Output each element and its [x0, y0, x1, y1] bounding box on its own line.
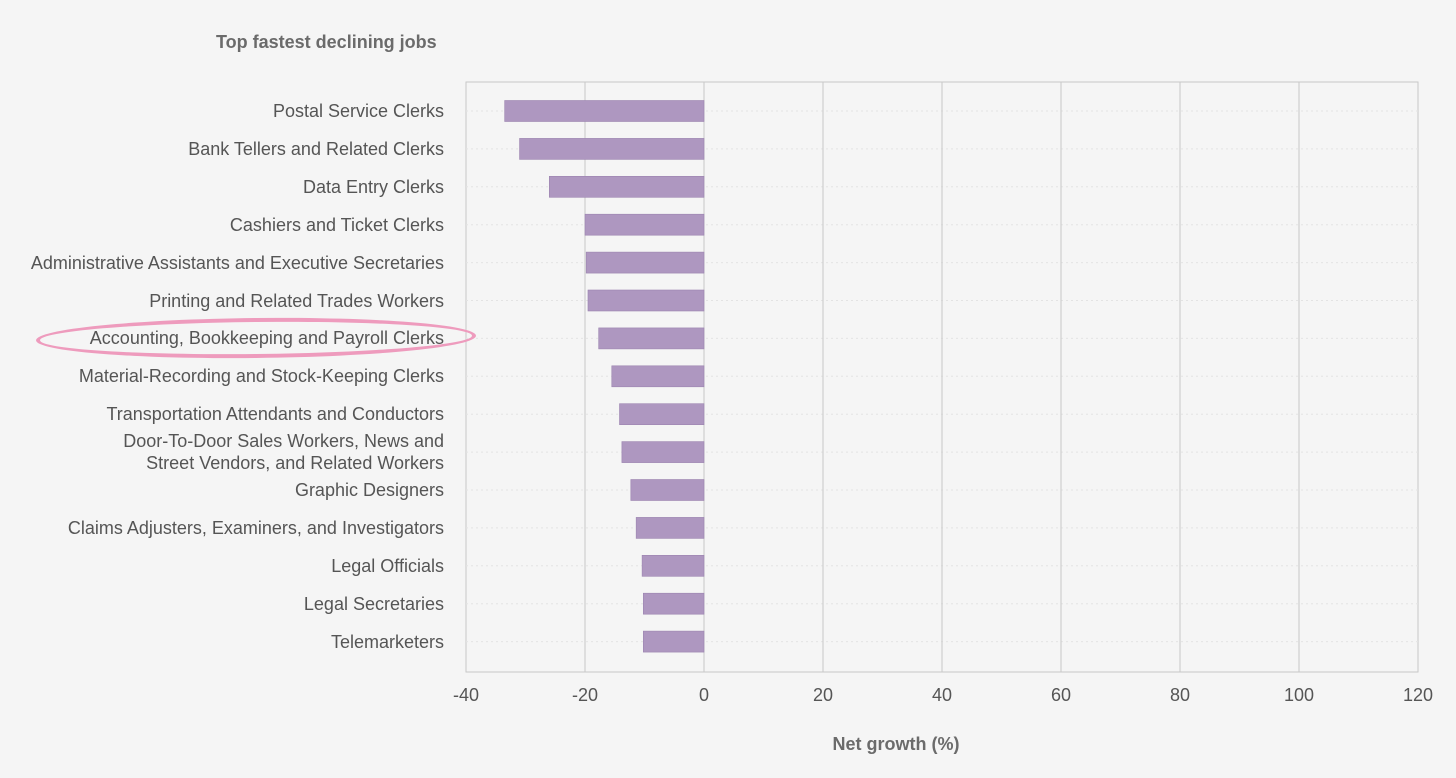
category-label: Door-To-Door Sales Workers, News and Stre…	[123, 430, 444, 474]
bar	[548, 176, 705, 198]
category-label: Transportation Attendants and Conductors	[106, 403, 444, 425]
bar	[635, 517, 705, 539]
x-tick-label: -20	[572, 685, 598, 705]
bar	[587, 289, 705, 312]
category-label-line: Street Vendors, and Related Workers	[146, 453, 444, 474]
x-tick-label: 40	[932, 685, 952, 705]
category-label: Legal Officials	[331, 555, 444, 577]
x-tick-label: 0	[699, 685, 709, 705]
category-label-line: Data Entry Clerks	[302, 176, 444, 197]
category-label-line: Administrative Assistants and Executive …	[30, 252, 444, 273]
category-label-line: Telemarketers	[330, 631, 444, 652]
category-label-line: Legal Officials	[331, 555, 444, 576]
category-label-line: Door-To-Door Sales Workers, News and	[123, 431, 444, 452]
category-label-line: Material-Recording and Stock-Keeping Cle…	[78, 366, 444, 387]
bar	[641, 554, 705, 577]
category-label: Cashiers and Ticket Clerks	[230, 214, 444, 236]
bar	[643, 592, 705, 615]
category-label: Telemarketers	[331, 631, 444, 653]
x-tick-label: 80	[1170, 685, 1190, 705]
bar	[621, 441, 705, 463]
bar	[643, 630, 705, 653]
x-tick-label: -40	[453, 685, 479, 705]
category-label-line: Legal Secretaries	[303, 593, 444, 614]
bar	[630, 479, 705, 501]
category-label: Accounting, Bookkeeping and Payroll Cler…	[90, 327, 444, 349]
category-label-line: Bank Tellers and Related Clerks	[188, 138, 444, 159]
category-label: Printing and Related Trades Workers	[149, 290, 444, 312]
x-axis-label: Net growth (%)	[832, 734, 960, 754]
x-tick-label: 100	[1284, 685, 1314, 705]
bar	[504, 100, 705, 122]
category-label-line: Claims Adjusters, Examiners, and Investi…	[67, 517, 444, 538]
category-label: Claims Adjusters, Examiners, and Investi…	[68, 517, 444, 539]
bar	[611, 365, 705, 388]
x-tick-label: 60	[1051, 685, 1071, 705]
x-tick-label: 20	[813, 685, 833, 705]
bar	[619, 403, 705, 426]
category-label: Data Entry Clerks	[303, 176, 444, 198]
category-label-line: Accounting, Bookkeeping and Payroll Cler…	[89, 328, 444, 349]
bar	[598, 327, 705, 350]
chart-title: Top fastest declining jobs	[216, 32, 437, 52]
category-label-line: Postal Service Clerks	[272, 101, 444, 121]
category-label: Material-Recording and Stock-Keeping Cle…	[79, 365, 444, 387]
category-label-line: Transportation Attendants and Conductors	[106, 404, 444, 425]
category-label: Bank Tellers and Related Clerks	[188, 138, 444, 160]
category-label: Administrative Assistants and Executive …	[31, 252, 444, 274]
x-tick-label: 120	[1403, 685, 1433, 705]
category-label: Postal Service Clerks	[273, 100, 444, 122]
bar	[585, 251, 705, 274]
category-label-line: Cashiers and Ticket Clerks	[229, 214, 444, 235]
bar	[519, 138, 705, 160]
category-label-line: Printing and Related Trades Workers	[149, 290, 444, 311]
category-label: Legal Secretaries	[304, 593, 444, 615]
bar	[584, 213, 705, 236]
category-label: Graphic Designers	[295, 479, 444, 501]
category-label-line: Graphic Designers	[294, 480, 444, 500]
